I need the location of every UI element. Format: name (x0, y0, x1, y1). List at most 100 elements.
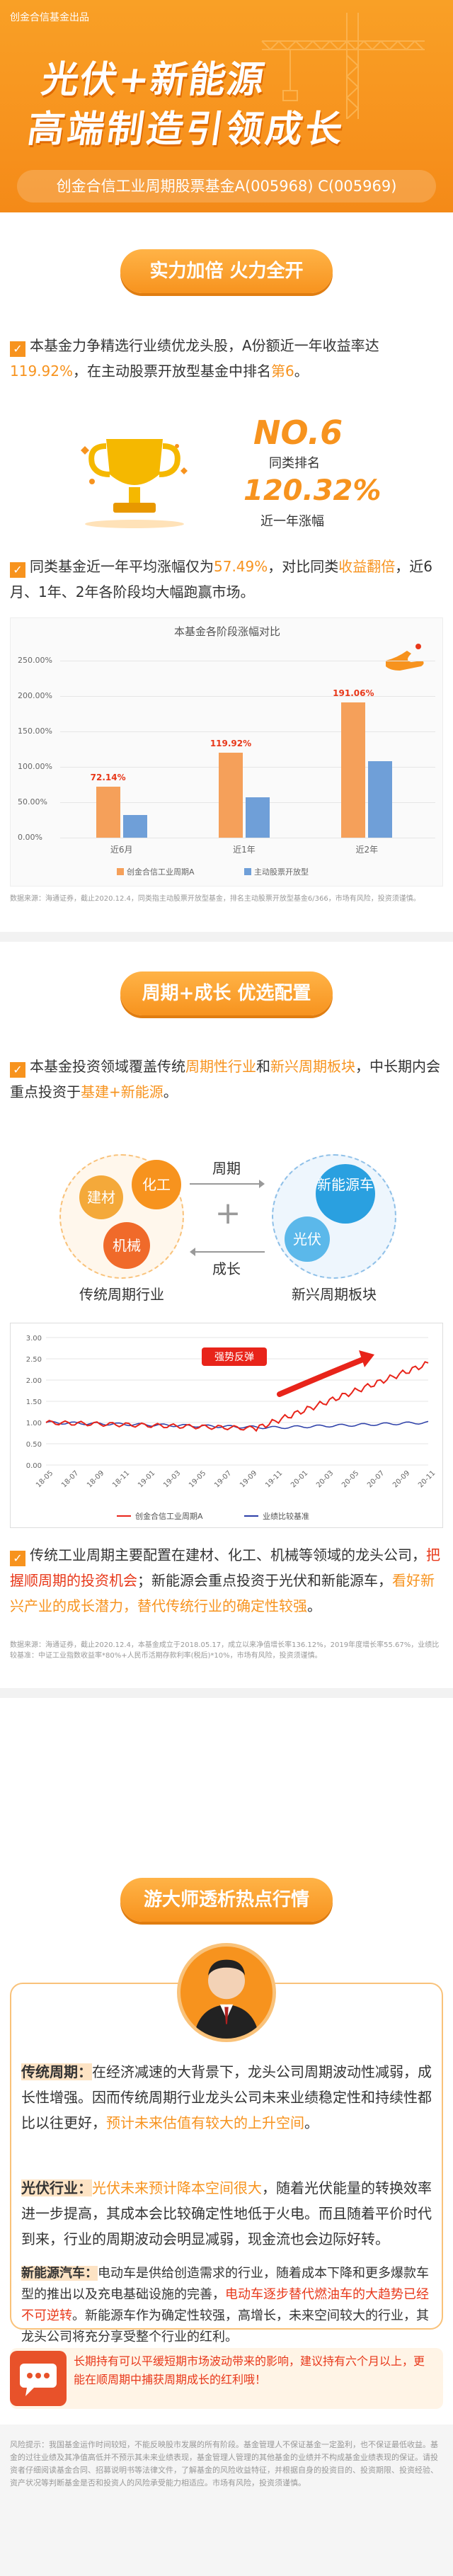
ball-photovoltaic: 光伏 (285, 1216, 330, 1262)
x-tick-label: 19-09 (239, 1469, 258, 1489)
ball-new-energy-vehicle: 新能源车 (316, 1164, 375, 1224)
x-tick-label: 19-03 (162, 1469, 182, 1489)
y-tick-label: 1.00 (26, 1420, 42, 1427)
y-tick-label: 250.00% (18, 656, 52, 665)
bar-data-label: 119.92% (210, 739, 252, 749)
check-icon: ✓ (10, 562, 25, 578)
s2p2-c: ；新能源会重点投资于光伏和新能源车， (137, 1572, 392, 1589)
line-chart-svg: 0.00 0.50 1.00 1.50 2.00 2.50 3.00 18-05 18-07 18… (26, 1335, 437, 1521)
rank-label: 同类排名 (269, 456, 320, 471)
p2-label: 光伏行业： (21, 2179, 92, 2196)
para2-text-c: ，对比同类 (268, 558, 339, 575)
section2-para2: ✓ 传统工业周期主要配置在建材、化工、机械等领域的龙头公司，把握顺周期的投资机会；… (10, 1542, 443, 1619)
crane-illustration (261, 13, 425, 119)
hero-title-line2: 高端制造引领成长 (25, 108, 348, 151)
bar-data-label: 191.06% (333, 688, 374, 698)
y-tick-label: 2.50 (26, 1356, 42, 1364)
arrow-right-icon (190, 1180, 265, 1188)
bar-fund (341, 702, 366, 838)
y-tick-label: 100.00% (18, 762, 52, 771)
x-tick-label: 20-01 (289, 1469, 309, 1489)
gridline (60, 696, 435, 697)
s2p1-g: 。 (163, 1083, 178, 1100)
p3-highlight: 电动车逐步替代燃油车的大趋势已经不可逆转 (21, 2287, 429, 2323)
y-tick-label: 3.00 (26, 1335, 42, 1343)
s2p1-b: 周期性行业 (185, 1058, 256, 1075)
legend-swatch (117, 868, 124, 875)
hand-icon (386, 644, 424, 671)
x-tick-label: 20-11 (417, 1469, 437, 1489)
section2-note: 数据来源：海通证券，截止2020.12.4，本基金成立于2018.05.17，成… (10, 1641, 440, 1660)
section1-para1: ✓ 本基金力争精选行业绩优龙头股，A份额近一年收益率达 119.92%，在主动股票开… (10, 333, 443, 384)
bar-fund (96, 786, 120, 838)
traditional-cycle-label: 传统周期行业 (79, 1286, 164, 1303)
legend-label: 业绩比较基准 (263, 1511, 309, 1521)
analysis-pv: 光伏行业：光伏未来预计降本空间很大，随着光伏能量的转换效率进一步提高，其成本会比… (21, 2175, 432, 2252)
s2p1-f: 基建+新能源 (81, 1083, 164, 1100)
x-tick-label: 18-11 (111, 1469, 131, 1489)
legend-label: 创金合信工业周期A (135, 1511, 203, 1521)
bar-peer (246, 797, 270, 838)
speech-bubble-icon (10, 2351, 67, 2406)
x-tick-label: 20-03 (315, 1469, 335, 1489)
y-tick-label: 0.00 (26, 1462, 42, 1470)
analysis-nev: 新能源汽车：电动车是供给创造需求的行业，随着成本下降和更多爆款车型的推出以及充电… (21, 2263, 432, 2348)
s2p2-b: 把握顺周期的投资机会 (10, 1546, 440, 1589)
p2-highlight: 光伏未来预计降本空间很大 (92, 2179, 262, 2196)
para2-text-a: 同类基金近一年平均涨幅仅为 (30, 558, 214, 575)
footer: 风险提示：我国基金运作时间较短，不能反映股市发展的所有阶段。基金管理人不保证基金… (0, 2424, 453, 2576)
series-line-fund (45, 1361, 429, 1432)
arrow-top-label: 周期 (212, 1160, 241, 1177)
para2-text-e: ，近6月、1年、2年各阶段均大幅跑赢市场。 (10, 558, 432, 600)
x-tick-label: 20-07 (366, 1469, 386, 1489)
line-chart: 0.00 0.50 1.00 1.50 2.00 2.50 3.00 18-05 18-07 18… (10, 1323, 443, 1528)
y-tick-label: 2.00 (26, 1377, 42, 1385)
line-badge: 强势反弹 (214, 1352, 254, 1363)
trend-arrowhead-icon (359, 1350, 374, 1367)
arrow-bottom-label: 成长 (212, 1260, 241, 1277)
s2p1-c: 和 (256, 1058, 270, 1075)
check-icon: ✓ (10, 341, 25, 357)
para1-text-e: 。 (294, 363, 309, 380)
hero-title-line1: 光伏+新能源 (39, 59, 269, 101)
legend-label: 创金合信工业周期A (127, 867, 195, 877)
para1-text-c: ，在主动股票开放型基金中排名 (72, 363, 271, 380)
legend-swatch (244, 868, 251, 875)
category-label: 近1年 (233, 845, 256, 855)
x-tick-label: 18-07 (60, 1469, 80, 1489)
brand-label: 创金合信基金出品 (10, 12, 89, 23)
p1-end: 。 (304, 2114, 319, 2131)
s2p1-a: 本基金投资领域覆盖传统 (30, 1058, 185, 1075)
ball-chemicals: 化工 (132, 1160, 181, 1209)
tip-box (10, 2348, 443, 2409)
gain-value: 120.32% (243, 474, 382, 507)
x-tick-label: 18-09 (86, 1469, 105, 1489)
category-label: 近2年 (355, 845, 379, 855)
rank-value: NO.6 (253, 414, 343, 452)
para1-rank: 第6 (270, 363, 294, 380)
bar-chart: 本基金各阶段涨幅对比 0.00% 50.00% 100.00% 150.00% 200.… (10, 617, 443, 887)
check-icon: ✓ (10, 1551, 25, 1566)
section3-pill: 游大师透析热点行情 (120, 1878, 333, 1922)
s2p2-e: 。 (307, 1597, 321, 1614)
p3-end: 。新能源车作为确定性较强，高增长，未来空间较大的行业，其龙头公司将充分享受整个行… (21, 2308, 429, 2344)
bar-data-label: 72.14% (90, 772, 126, 782)
gridline (60, 731, 435, 732)
bar-fund (219, 753, 243, 838)
s2p1-d: 新兴周期板块 (270, 1058, 355, 1075)
p1-label: 传统周期： (21, 2063, 92, 2080)
x-tick-label: 18-05 (35, 1469, 55, 1489)
y-tick-label: 1.50 (26, 1398, 42, 1406)
y-tick-label: 150.00% (18, 726, 52, 736)
section2-para1: ✓ 本基金投资领域覆盖传统周期性行业和新兴周期板块，中长期内会重点投资于基建+新能… (10, 1054, 443, 1105)
hero-banner: 创金合信基金出品 光伏+新能源 高端制造引领成长 创金合信工业周期股票基金A(0… (0, 0, 453, 212)
chart-title: 本基金各阶段涨幅对比 (173, 625, 280, 638)
legend-item: 主动股票开放型 (244, 866, 309, 877)
category-label: 近6月 (110, 845, 133, 855)
x-tick-label: 19-11 (264, 1469, 284, 1489)
s2p1-e: ，中长期内会重点投资于 (10, 1058, 440, 1100)
section1-para2: ✓ 同类基金近一年平均涨幅仅为57.49%，对比同类收益翻倍，近6月、1年、2年各… (10, 554, 443, 605)
y-tick-label: 200.00% (18, 691, 52, 700)
bar-peer (368, 761, 393, 838)
